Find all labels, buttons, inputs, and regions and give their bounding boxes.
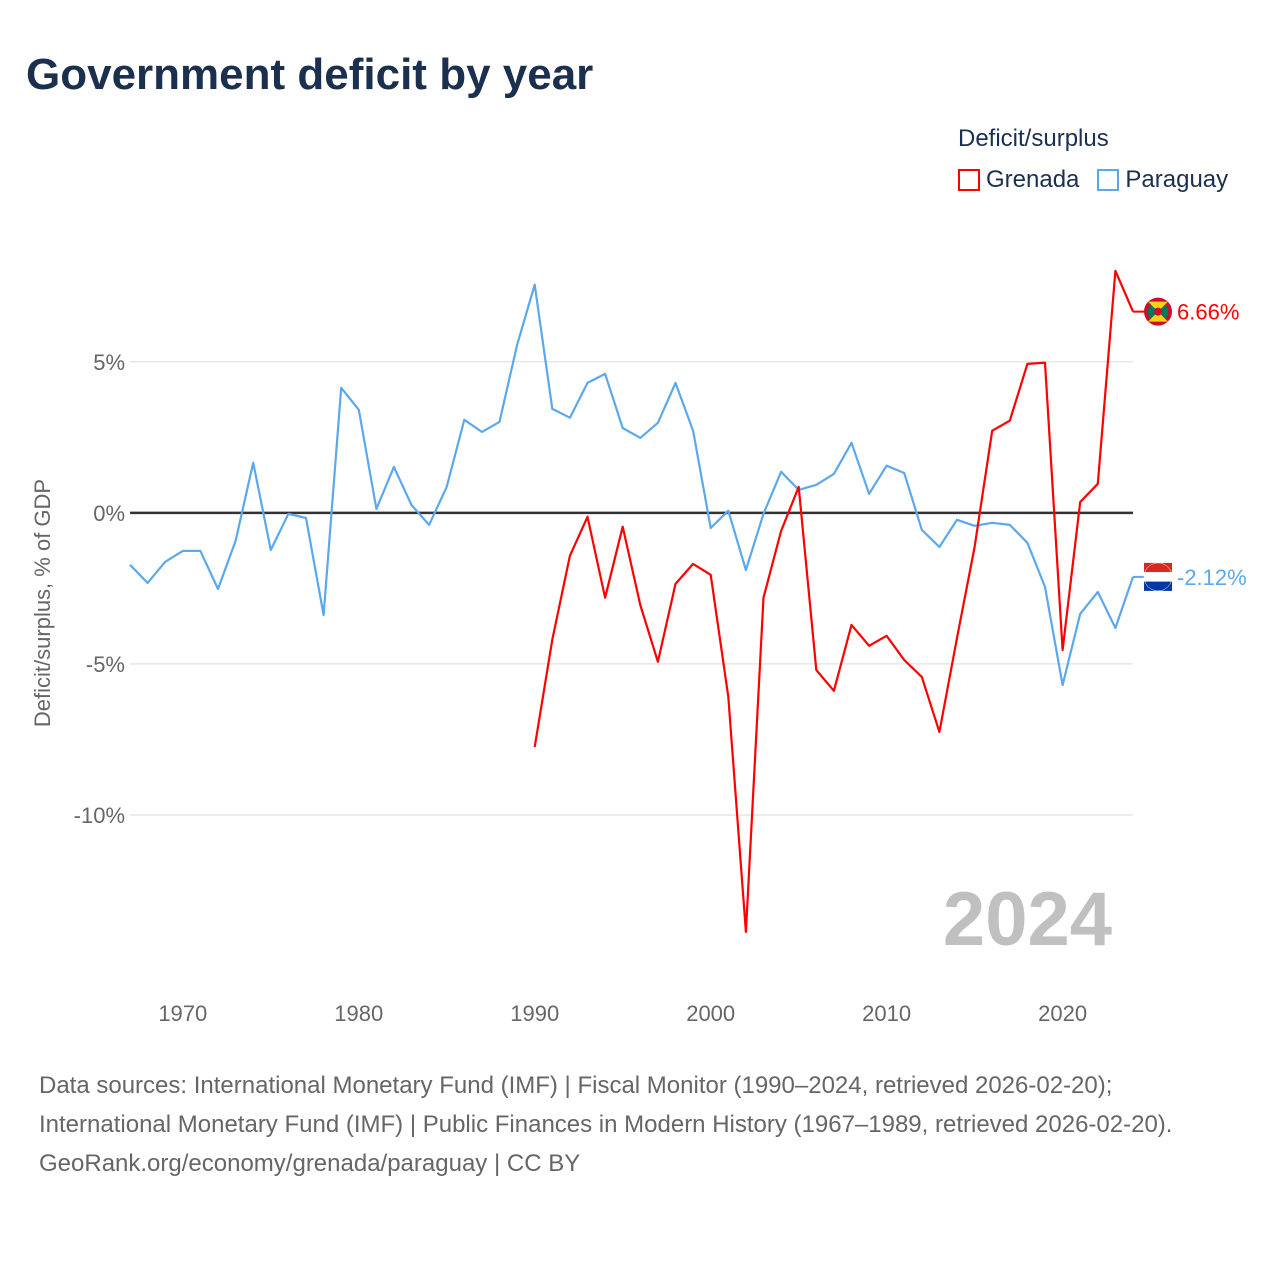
legend-swatch-paraguay: [1097, 169, 1120, 191]
x-tick-label: 2000: [686, 1001, 735, 1026]
page-title: Government deficit by year: [26, 50, 594, 99]
paraguay-flag-icon-blue: [1144, 581, 1172, 591]
legend-title: Deficit/surplus: [958, 125, 1109, 152]
data-sources: Data sources: International Monetary Fun…: [39, 1072, 1173, 1138]
y-tick-label: -10%: [74, 803, 125, 828]
paraguay-flag-icon-white: [1144, 572, 1172, 582]
series-line-grenada: [533, 269, 1135, 934]
y-axis-label: Deficit/surplus, % of GDP: [30, 479, 55, 727]
legend-item-paraguay[interactable]: Paraguay: [1097, 166, 1228, 194]
y-tick-label: -5%: [86, 652, 125, 677]
x-tick-label: 2010: [862, 1001, 911, 1026]
end-value-label: 6.66%: [1177, 300, 1239, 325]
y-tick-label: 5%: [93, 350, 125, 375]
grenada-flag-icon-center: [1154, 307, 1162, 316]
legend: Grenada Paraguay: [958, 166, 1228, 194]
x-tick-label: 1970: [158, 1001, 207, 1026]
x-tick-label: 1990: [510, 1001, 559, 1026]
year-watermark: 2024: [943, 877, 1112, 962]
line-chart: 2024 5% 0% -5% -10% 1970 1980 1990 2000 2010 2020 D…: [30, 269, 1247, 1026]
x-tick-label: 2020: [1038, 1001, 1087, 1026]
end-value-label: -2.12%: [1177, 565, 1247, 590]
paraguay-flag-icon-red: [1144, 562, 1172, 573]
legend-label: Paraguay: [1125, 166, 1229, 193]
footer: Data sources: International Monetary Fun…: [39, 1066, 1239, 1183]
legend-swatch-grenada: [958, 169, 980, 191]
legend-item-grenada[interactable]: Grenada: [958, 166, 1079, 194]
paraguay-flag-icon: [1143, 562, 1173, 592]
x-tick-label: 1980: [334, 1001, 383, 1026]
y-tick-label: 0%: [93, 501, 125, 526]
credit-link[interactable]: GeoRank.org/economy/grenada/paraguay | C…: [39, 1150, 581, 1177]
legend-label: Grenada: [986, 166, 1080, 193]
series-line-paraguay: [129, 283, 1135, 687]
